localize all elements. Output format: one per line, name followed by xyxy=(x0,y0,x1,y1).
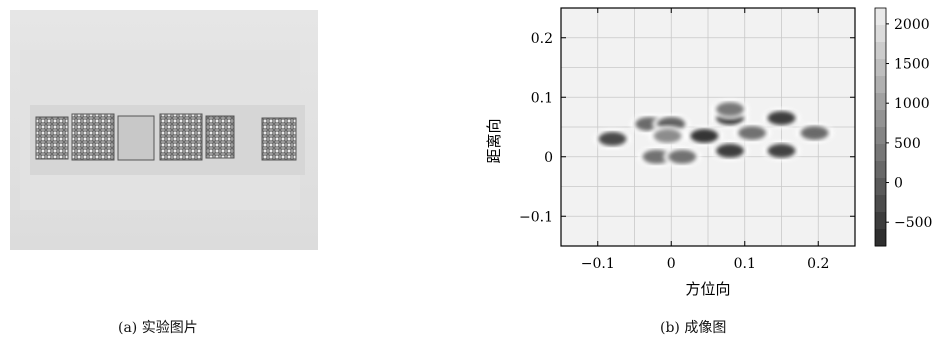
y-tick-label: 0.2 xyxy=(531,31,553,47)
y-tick-label: −0.1 xyxy=(519,209,553,225)
colorbar-tick-label: 1000 xyxy=(894,96,930,112)
heatmap-blob xyxy=(653,128,682,143)
colorbar-segment xyxy=(875,110,886,128)
x-axis-ticks: −0.1 0 0.1 0.2 xyxy=(581,8,829,272)
colorbar-segment xyxy=(875,93,886,111)
colorbar-segment xyxy=(875,42,886,60)
heatmap-blob xyxy=(716,143,745,158)
colorbar-segment xyxy=(875,229,886,247)
colorbar-segment xyxy=(875,161,886,179)
colorbar-segment xyxy=(875,59,886,77)
heatmap-blob xyxy=(690,128,719,143)
x-tick-label: 0.2 xyxy=(807,256,829,272)
colorbar-segment xyxy=(875,8,886,26)
colorbar-ticks: 2000 1500 1000 500 0 −500 xyxy=(886,17,932,231)
heatmap-blob xyxy=(738,125,767,140)
colorbar-tick-label: 500 xyxy=(894,136,921,152)
metal-targets xyxy=(35,113,297,161)
colorbar-segment xyxy=(875,76,886,94)
y-tick-label: 0.1 xyxy=(531,90,553,106)
colorbar-tick-label: 2000 xyxy=(894,17,930,33)
colorbar-segment xyxy=(875,178,886,196)
colorbar-frame xyxy=(874,7,887,247)
colorbar-segment xyxy=(875,195,886,213)
plot-frame xyxy=(560,7,856,247)
heatmap-blob xyxy=(800,125,829,140)
heatmap-blob xyxy=(598,131,627,146)
experiment-photo xyxy=(10,10,318,250)
colorbar-segment xyxy=(875,212,886,230)
heatmap-blob xyxy=(716,102,745,117)
y-tick-label: 0 xyxy=(544,150,553,166)
colorbar-tick-label: 1500 xyxy=(894,57,930,73)
imaging-chart: −0.1 0 0.1 0.2 −0.1 0 0.1 0.2 方位向 距离向 2000 1500… xyxy=(485,7,932,298)
heatmap-blobs xyxy=(593,99,834,167)
heatmap-blob xyxy=(767,143,796,158)
heatmap-blob xyxy=(668,149,697,164)
y-axis-label: 距离向 xyxy=(485,118,503,163)
colorbar-segment xyxy=(875,127,886,145)
colorbar xyxy=(874,7,887,247)
x-axis-label: 方位向 xyxy=(685,280,730,298)
colorbar-segment xyxy=(875,144,886,162)
y-axis-ticks: −0.1 0 0.1 0.2 xyxy=(519,31,855,225)
colorbar-tick-label: −500 xyxy=(894,215,932,231)
panel-a-caption: (a) 实验图片 xyxy=(118,320,198,336)
x-tick-label: −0.1 xyxy=(581,256,615,272)
colorbar-tick-label: 0 xyxy=(894,176,903,192)
heatmap-blob xyxy=(767,111,796,126)
colorbar-segment xyxy=(875,25,886,43)
x-tick-label: 0 xyxy=(667,256,676,272)
x-tick-label: 0.1 xyxy=(734,256,756,272)
panel-b-caption: (b) 成像图 xyxy=(660,320,727,336)
heatmap-blob xyxy=(642,149,671,164)
